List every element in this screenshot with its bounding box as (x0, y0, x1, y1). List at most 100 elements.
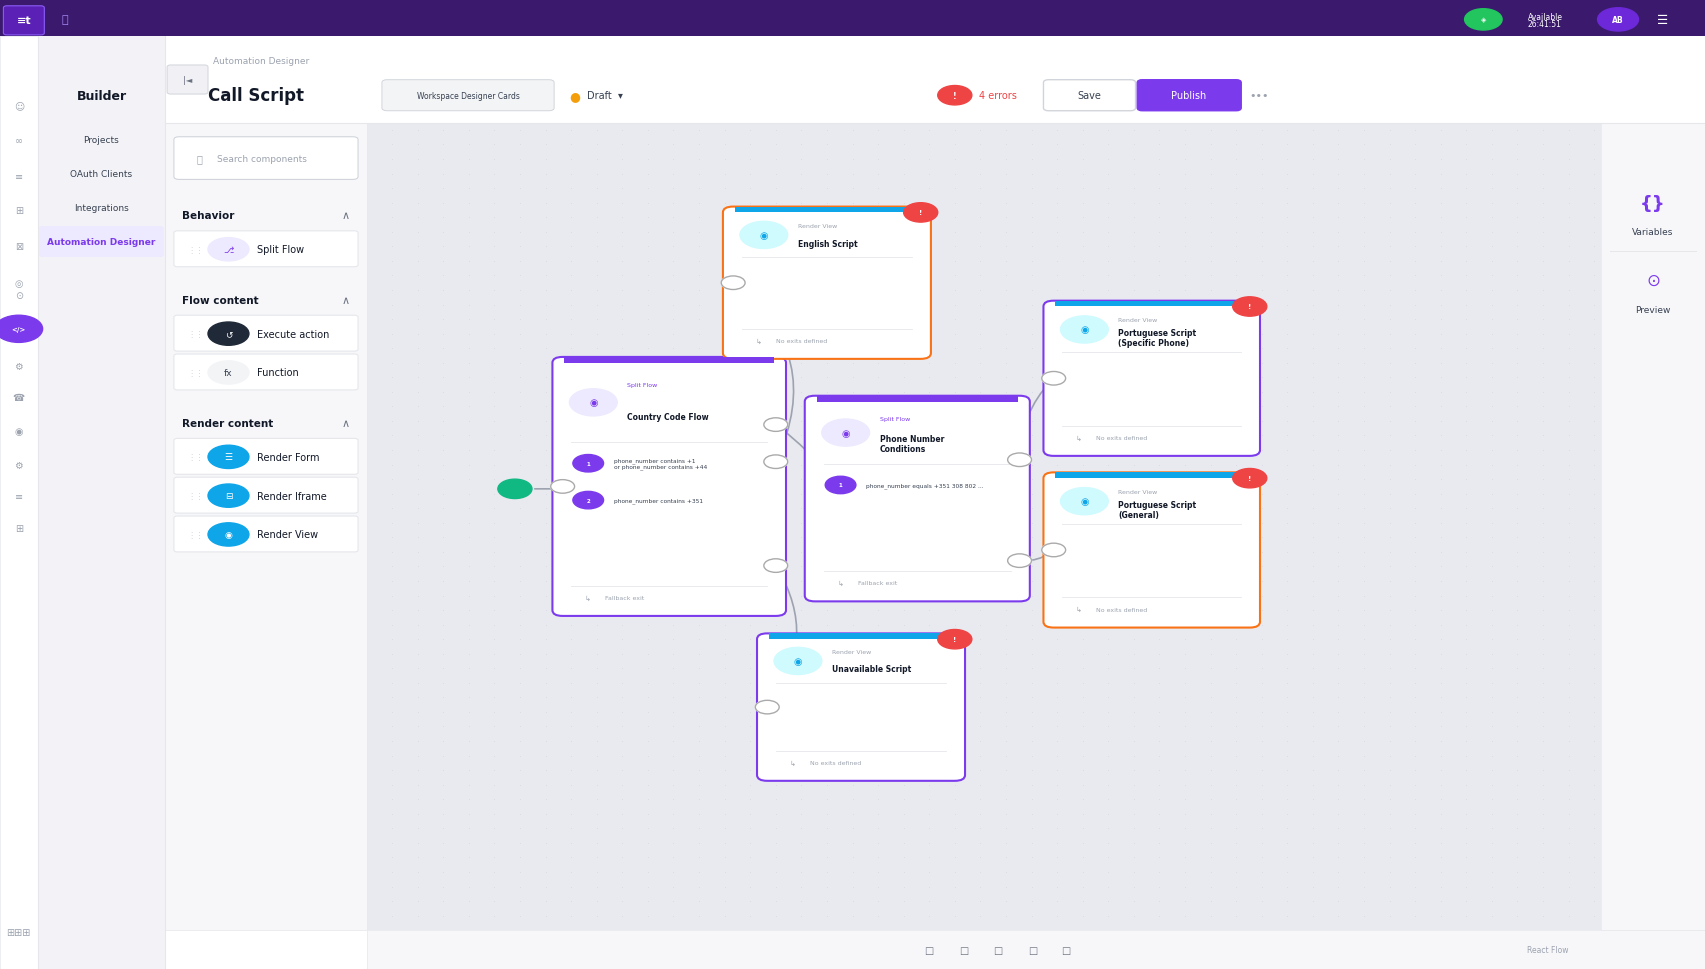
Text: No exits defined: No exits defined (1096, 607, 1147, 612)
Text: Available: Available (1528, 13, 1563, 22)
Text: Flow content: Flow content (182, 296, 259, 305)
Circle shape (774, 647, 822, 674)
FancyBboxPatch shape (805, 396, 1030, 602)
Text: ↳: ↳ (837, 580, 842, 586)
Circle shape (1042, 372, 1066, 386)
Text: ∧: ∧ (341, 419, 350, 428)
Circle shape (1042, 544, 1066, 557)
Text: </>: </> (12, 327, 26, 332)
FancyBboxPatch shape (38, 37, 165, 969)
Text: ☰: ☰ (1657, 14, 1667, 27)
FancyBboxPatch shape (817, 396, 1018, 407)
Text: ◉: ◉ (1081, 497, 1088, 507)
FancyBboxPatch shape (733, 213, 921, 258)
Text: 4 errors: 4 errors (979, 91, 1016, 101)
Text: Save: Save (1078, 91, 1101, 101)
Text: Country Code Flow: Country Code Flow (627, 413, 709, 422)
Text: Render Form: Render Form (257, 453, 321, 462)
FancyBboxPatch shape (757, 634, 965, 781)
Text: !: ! (953, 92, 957, 101)
FancyBboxPatch shape (0, 0, 1705, 37)
Text: !: ! (953, 637, 957, 642)
Text: ≡t: ≡t (17, 16, 31, 26)
Text: ⋮⋮: ⋮⋮ (188, 245, 205, 255)
Text: Fallback exit: Fallback exit (605, 595, 644, 601)
FancyBboxPatch shape (174, 355, 358, 391)
Text: Execute action: Execute action (257, 329, 329, 339)
Text: Integrations: Integrations (73, 203, 130, 213)
FancyBboxPatch shape (735, 207, 919, 218)
Circle shape (904, 203, 938, 223)
Text: ⋮⋮: ⋮⋮ (188, 530, 205, 540)
Circle shape (208, 361, 249, 385)
FancyBboxPatch shape (382, 80, 554, 111)
FancyBboxPatch shape (552, 358, 786, 616)
FancyBboxPatch shape (564, 358, 774, 368)
Text: ⎇: ⎇ (223, 245, 234, 255)
Text: ◉: ◉ (15, 426, 22, 436)
Text: AB: AB (1613, 16, 1623, 25)
Text: ⊞: ⊞ (15, 206, 22, 216)
FancyBboxPatch shape (1054, 307, 1250, 353)
Text: No exits defined: No exits defined (1096, 435, 1147, 441)
Text: ⊠: ⊠ (15, 242, 22, 252)
Text: ◉: ◉ (842, 428, 849, 438)
Text: !: ! (1248, 304, 1251, 310)
Text: ☺: ☺ (14, 102, 24, 111)
FancyBboxPatch shape (563, 363, 776, 443)
Text: ⋮⋮: ⋮⋮ (188, 491, 205, 501)
FancyBboxPatch shape (3, 7, 44, 36)
Text: Render View: Render View (1118, 489, 1158, 494)
Text: ≡: ≡ (15, 491, 22, 501)
Text: 26:41:51: 26:41:51 (1528, 19, 1562, 29)
Text: ≡: ≡ (15, 172, 22, 181)
Circle shape (1598, 9, 1639, 32)
Text: ◉: ◉ (795, 656, 801, 667)
Circle shape (1233, 469, 1267, 488)
Circle shape (1061, 317, 1108, 344)
Text: React Flow: React Flow (1528, 945, 1569, 954)
Circle shape (740, 222, 788, 249)
Circle shape (208, 238, 249, 262)
Text: ∧: ∧ (341, 211, 350, 221)
Text: ⊟: ⊟ (225, 491, 232, 501)
Text: ↺: ↺ (225, 329, 232, 339)
Circle shape (208, 484, 249, 508)
Text: Render View: Render View (1118, 318, 1158, 323)
Circle shape (1465, 10, 1502, 31)
Text: ⚙: ⚙ (14, 460, 24, 470)
Text: ⊙: ⊙ (1645, 272, 1661, 290)
FancyBboxPatch shape (174, 439, 358, 475)
Text: phone_number equals +351 308 802 ...: phone_number equals +351 308 802 ... (866, 483, 984, 488)
Text: □: □ (958, 945, 968, 954)
Text: Automation Designer: Automation Designer (213, 57, 309, 66)
Text: 🔔: 🔔 (61, 16, 68, 25)
Text: !: ! (919, 210, 922, 216)
FancyBboxPatch shape (174, 516, 358, 552)
Text: ⋮⋮: ⋮⋮ (188, 329, 205, 339)
Text: ☰: ☰ (225, 453, 232, 462)
Circle shape (1233, 297, 1267, 317)
Circle shape (498, 480, 532, 499)
Text: Fallback exit: Fallback exit (858, 580, 897, 586)
Circle shape (764, 419, 788, 432)
FancyBboxPatch shape (1043, 301, 1260, 456)
Text: No exits defined: No exits defined (776, 338, 827, 344)
Text: •••: ••• (1250, 91, 1269, 101)
Circle shape (573, 492, 604, 510)
FancyBboxPatch shape (1601, 124, 1705, 930)
Text: ∧: ∧ (341, 296, 350, 305)
Circle shape (0, 316, 43, 343)
Text: Draft  ▾: Draft ▾ (587, 91, 622, 101)
Circle shape (208, 323, 249, 346)
Text: phone_number contains +351: phone_number contains +351 (614, 498, 702, 504)
Circle shape (938, 630, 972, 649)
Text: ↳: ↳ (789, 760, 795, 766)
Circle shape (573, 455, 604, 473)
Text: Portuguese Script
(Specific Phone): Portuguese Script (Specific Phone) (1118, 328, 1197, 348)
FancyBboxPatch shape (1043, 80, 1136, 111)
Circle shape (755, 701, 779, 714)
Text: No exits defined: No exits defined (810, 760, 861, 766)
FancyBboxPatch shape (1055, 473, 1248, 484)
FancyBboxPatch shape (815, 402, 1020, 464)
